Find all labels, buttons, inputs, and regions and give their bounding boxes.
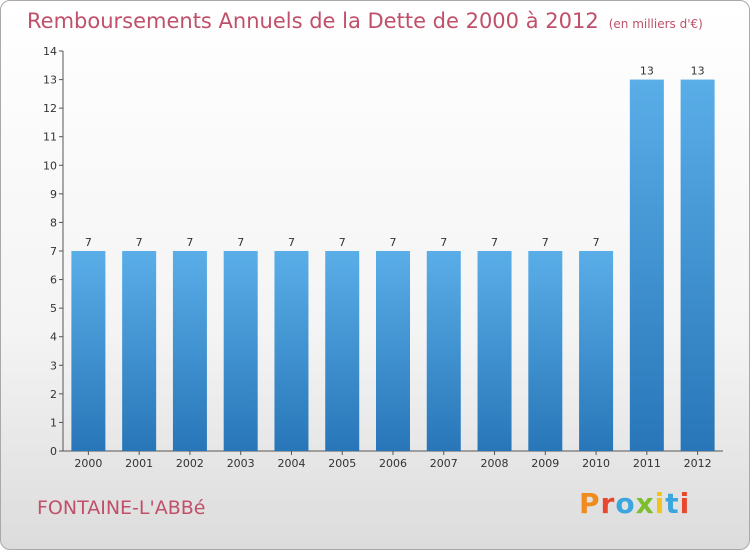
bar-2007 xyxy=(426,251,461,451)
value-label: 7 xyxy=(85,236,92,249)
bar-2001 xyxy=(122,251,157,451)
logo-letter: i xyxy=(679,487,691,520)
bar-2006 xyxy=(376,251,410,451)
value-label: 13 xyxy=(691,65,705,78)
y-tick-label: 10 xyxy=(43,159,57,172)
y-tick-label: 11 xyxy=(43,131,57,144)
bar-2000 xyxy=(71,251,106,451)
value-label: 7 xyxy=(491,236,498,249)
value-label: 7 xyxy=(390,236,397,249)
y-tick-label: 4 xyxy=(50,331,57,344)
x-tick-label: 2006 xyxy=(379,457,407,470)
bar-2011 xyxy=(629,79,664,452)
y-tick-label: 0 xyxy=(50,445,57,458)
bar-2010 xyxy=(579,251,614,451)
chart-title: Remboursements Annuels de la Dette de 20… xyxy=(27,9,703,33)
logo-letter: x xyxy=(635,487,655,520)
bar-2002 xyxy=(172,251,207,451)
value-label: 7 xyxy=(237,236,244,249)
x-tick-label: 2008 xyxy=(481,457,509,470)
bar-2005 xyxy=(325,251,360,451)
x-tick-label: 2002 xyxy=(176,457,204,470)
bar-2003 xyxy=(223,251,258,451)
bar-2004 xyxy=(274,251,309,451)
x-tick-label: 2010 xyxy=(582,457,610,470)
chart-subtitle: (en milliers d'€) xyxy=(608,17,703,31)
bar-2009 xyxy=(528,251,563,451)
bar-2012 xyxy=(680,79,715,452)
logo-letter: t xyxy=(665,487,680,520)
y-tick-label: 5 xyxy=(50,302,57,315)
value-label: 7 xyxy=(136,236,143,249)
x-tick-label: 2005 xyxy=(328,457,356,470)
y-tick-label: 8 xyxy=(50,216,57,229)
y-tick-label: 14 xyxy=(43,45,57,58)
logo-letter: i xyxy=(654,487,666,520)
logo-letter: P xyxy=(579,487,601,520)
value-label: 13 xyxy=(640,65,654,78)
x-tick-label: 2012 xyxy=(684,457,712,470)
y-tick-label: 6 xyxy=(50,274,57,287)
x-tick-label: 2000 xyxy=(74,457,102,470)
x-tick-label: 2009 xyxy=(531,457,559,470)
bar-2008 xyxy=(477,251,512,451)
y-tick-label: 13 xyxy=(43,74,57,87)
y-tick-label: 2 xyxy=(50,388,57,401)
chart-bars xyxy=(71,79,715,452)
y-tick-label: 9 xyxy=(50,188,57,201)
x-tick-label: 2007 xyxy=(430,457,458,470)
value-label: 7 xyxy=(186,236,193,249)
y-tick-label: 3 xyxy=(50,359,57,372)
proxiti-logo: Proxiti xyxy=(579,487,690,520)
value-label: 7 xyxy=(440,236,447,249)
y-tick-label: 1 xyxy=(50,416,57,429)
value-label: 7 xyxy=(593,236,600,249)
y-tick-label: 12 xyxy=(43,102,57,115)
x-tick-label: 2001 xyxy=(125,457,153,470)
place-name: FONTAINE-L'ABBé xyxy=(37,497,206,519)
value-label: 7 xyxy=(339,236,346,249)
y-tick-label: 7 xyxy=(50,245,57,258)
value-label: 7 xyxy=(542,236,549,249)
x-tick-label: 2003 xyxy=(227,457,255,470)
logo-letter: r xyxy=(600,487,616,520)
x-tick-label: 2004 xyxy=(277,457,305,470)
x-tick-label: 2011 xyxy=(633,457,661,470)
chart-labels: 2000 7 2001 7 2002 7 2003 7 2004 7 2005 7 2006 7 2007 7… xyxy=(74,65,711,470)
logo-letter: o xyxy=(615,487,636,520)
value-label: 7 xyxy=(288,236,295,249)
chart-title-text: Remboursements Annuels de la Dette de 20… xyxy=(27,9,599,33)
